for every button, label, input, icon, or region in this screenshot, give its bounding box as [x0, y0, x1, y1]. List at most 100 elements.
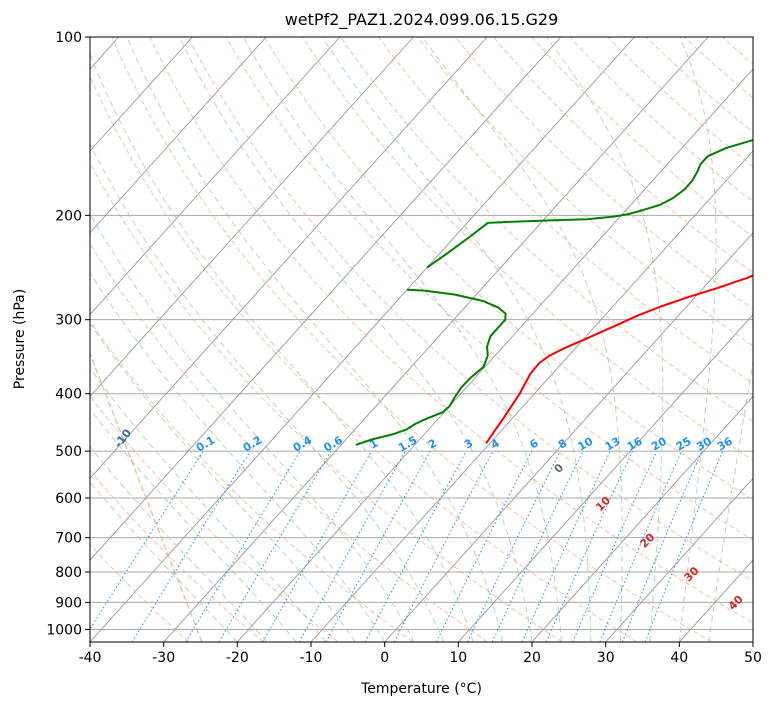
mixing-ratio-line	[325, 450, 431, 642]
dry-adiabat-line	[302, 37, 753, 461]
x-tick-label: 0	[380, 650, 389, 666]
dry-adiabat-line	[187, 37, 753, 582]
moist-adiabat-line	[90, 212, 415, 642]
moist-adiabat-line	[421, 37, 623, 642]
x-tick-label: 50	[744, 650, 762, 666]
moist-adiabat-label: 20	[637, 530, 657, 550]
mixing-ratio-line	[491, 450, 584, 642]
mixing-ratio-line	[521, 450, 611, 642]
mixing-ratio-line	[298, 450, 406, 642]
isotherm-line	[384, 232, 753, 642]
mixing-ratio-label: 4	[489, 436, 502, 451]
dry-adiabat-line	[111, 37, 712, 642]
dry-adiabat-line	[378, 37, 753, 385]
moist-adiabat-line	[546, 37, 664, 642]
mixing-ratio-line	[599, 450, 682, 642]
chart-title: wetPf2_PAZ1.2024.099.06.15.G29	[285, 10, 559, 30]
moist-adiabat-line	[242, 37, 562, 642]
y-tick-label: 300	[55, 313, 82, 329]
y-tick-label: 900	[55, 595, 82, 611]
mixing-ratio-line	[644, 450, 724, 642]
y-tick-label: 200	[55, 208, 82, 224]
moist-adiabat-line	[126, 37, 503, 642]
x-tick-label: -30	[152, 650, 175, 666]
dry-adiabat-line	[531, 37, 753, 238]
moist-adiabat-line	[90, 481, 238, 642]
isotherm-line	[163, 37, 709, 642]
y-tick-label: 100	[55, 30, 82, 46]
isotherm-line	[752, 641, 753, 642]
dry-adiabat-line	[645, 37, 753, 133]
mixing-ratio-line	[131, 450, 251, 642]
moist-adiabat-line	[178, 37, 533, 642]
y-tick-label: 600	[55, 491, 82, 507]
profile-line-3	[426, 138, 753, 269]
dry-adiabat-line	[340, 37, 753, 423]
profile-line-1	[485, 274, 753, 444]
mixing-ratio-label: 3	[462, 437, 475, 452]
mixing-ratio-line	[364, 450, 467, 642]
dry-adiabat-line	[454, 37, 753, 310]
mixing-ratio-line	[572, 450, 658, 642]
axis-ticks: -40 -30 -20 -10 0 10 20 30 40 5010020030040050060…	[46, 30, 762, 666]
mixing-ratio-line	[435, 450, 533, 642]
moist-adiabat-line	[90, 271, 386, 642]
line-labels: 0.10.20.40.611.52346810131620253036-100-…	[31, 398, 746, 612]
mixing-ratio-line	[185, 450, 301, 642]
mixing-ratio-line	[621, 450, 703, 642]
moist-adiabat-line	[90, 367, 327, 642]
y-tick-label: 400	[55, 387, 82, 403]
moist-adiabat-line	[90, 52, 474, 642]
x-tick-label: -20	[226, 650, 249, 666]
moist-adiabat-line	[708, 358, 753, 642]
moist-adiabat-label: 30	[682, 564, 702, 584]
isotherm-line	[90, 37, 562, 561]
dry-adiabat-line	[90, 543, 190, 642]
moist-adiabat-line	[90, 142, 445, 642]
isotherm-line	[678, 559, 753, 642]
mixing-ratio-label: 6	[527, 436, 540, 451]
isotherm-line	[310, 150, 753, 642]
dry-adiabat-line	[683, 37, 753, 99]
x-tick-label: -40	[79, 650, 102, 666]
isotherm-line	[531, 395, 753, 642]
dry-adiabat-line	[90, 242, 488, 642]
dry-adiabat-label: -20	[31, 398, 54, 422]
plot-frame	[89, 36, 754, 643]
moist-adiabat-line	[90, 408, 297, 642]
y-tick-label: 500	[55, 444, 82, 460]
moist-adiabat-line	[90, 445, 268, 642]
x-tick-label: 30	[597, 650, 615, 666]
dry-adiabat-line	[90, 320, 414, 642]
dry-adiabat-line	[264, 37, 753, 501]
dry-adiabat-label: -10	[112, 426, 135, 450]
isotherm-line	[457, 313, 753, 642]
y-tick-label: 800	[55, 565, 82, 581]
y-tick-label: 1000	[46, 622, 82, 638]
moist-adiabat-line	[90, 322, 356, 642]
mixing-ratio-line	[467, 450, 561, 642]
isotherm-line	[90, 37, 488, 479]
dry-adiabat-line	[90, 469, 264, 642]
dry-adiabat-line	[493, 37, 753, 274]
isotherm-line	[236, 68, 753, 642]
mixing-ratio-line	[90, 450, 204, 630]
x-tick-label: -10	[300, 650, 323, 666]
dry-adiabat-line	[416, 37, 753, 347]
moist-adiabat-line	[322, 37, 592, 642]
dry-adiabat-line	[90, 75, 638, 642]
background-lines	[90, 37, 753, 642]
y-axis-label: Pressure (hPa)	[12, 289, 28, 389]
x-axis-label: Temperature (°C)	[360, 681, 482, 697]
isotherm-line	[90, 37, 341, 316]
profile-line-2	[355, 288, 507, 446]
moist-adiabat-line	[678, 37, 717, 642]
mixing-ratio-line	[262, 450, 373, 642]
x-tick-label: 20	[523, 650, 541, 666]
dry-adiabat-line	[607, 37, 753, 168]
dry-adiabat-line	[149, 37, 753, 624]
dry-adiabat-line	[90, 395, 339, 642]
mixing-ratio-line	[545, 450, 633, 642]
isotherm-line	[90, 37, 193, 152]
